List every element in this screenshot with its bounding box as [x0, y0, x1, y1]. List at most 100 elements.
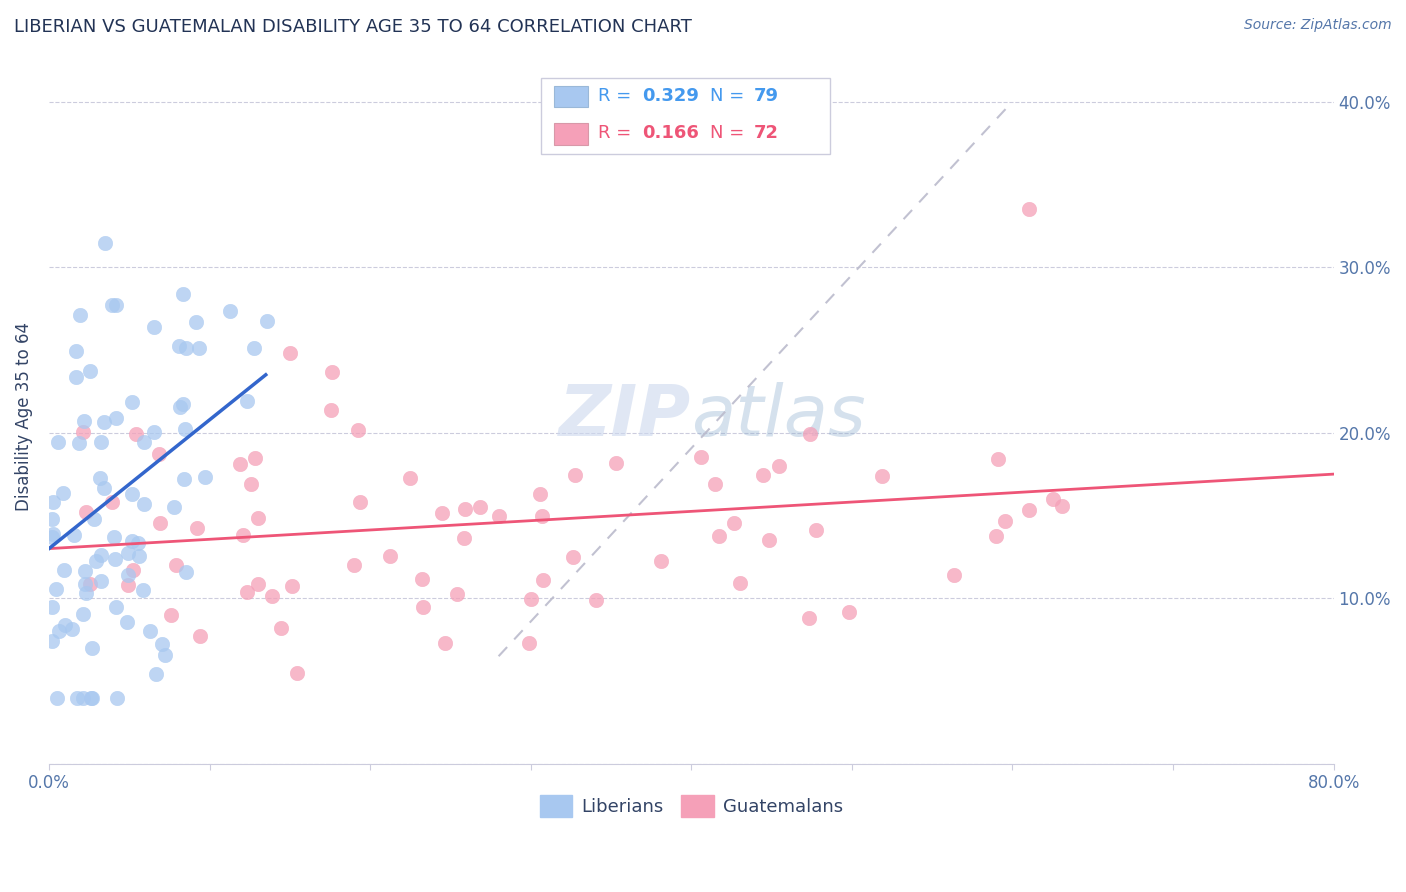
Point: [186, 521, 208, 535]
Point: [758, 533, 780, 548]
Point: [173, 422, 195, 436]
Legend: Liberians, Guatemalans: Liberians, Guatemalans: [533, 788, 851, 824]
Point: [79, 364, 101, 378]
Point: [799, 426, 821, 441]
Point: [531, 573, 554, 587]
Point: [69, 308, 91, 322]
Point: [160, 608, 183, 623]
Point: [433, 636, 456, 650]
Point: [256, 314, 278, 328]
Point: [232, 527, 254, 541]
Text: R =: R =: [598, 87, 637, 105]
Point: [349, 495, 371, 509]
Point: [117, 578, 139, 592]
Point: [987, 451, 1010, 466]
Point: [80, 690, 103, 705]
Point: [585, 593, 607, 607]
Point: [145, 667, 167, 681]
Point: [46, 690, 69, 705]
Point: [243, 341, 266, 355]
Point: [65, 344, 87, 359]
Point: [75, 585, 97, 599]
Point: [1018, 202, 1040, 217]
Point: [90, 548, 112, 562]
Point: [707, 529, 730, 543]
Point: [83, 512, 105, 526]
Point: [278, 346, 301, 360]
Point: [752, 467, 775, 482]
Point: [262, 589, 284, 603]
Point: [117, 546, 139, 560]
Point: [943, 568, 966, 582]
Point: [562, 549, 585, 564]
Point: [219, 304, 242, 318]
Point: [107, 690, 129, 705]
Point: [73, 414, 96, 428]
Point: [529, 486, 551, 500]
Point: [80, 690, 103, 705]
Point: [132, 582, 155, 597]
Point: [42, 495, 65, 509]
Point: [155, 648, 177, 662]
Point: [53, 618, 76, 632]
Point: [986, 529, 1008, 543]
Text: Source: ZipAtlas.com: Source: ZipAtlas.com: [1244, 18, 1392, 32]
Point: [870, 469, 893, 483]
Text: 79: 79: [754, 87, 779, 105]
Point: [90, 574, 112, 588]
Point: [101, 494, 124, 508]
Point: [173, 472, 195, 486]
Text: 0.166: 0.166: [643, 124, 699, 142]
Point: [121, 394, 143, 409]
Point: [187, 341, 209, 355]
Point: [605, 456, 627, 470]
Point: [488, 509, 510, 524]
Point: [453, 531, 475, 545]
Point: [239, 476, 262, 491]
Text: 0.329: 0.329: [643, 87, 699, 105]
Point: [103, 552, 125, 566]
Point: [89, 470, 111, 484]
Point: [48, 624, 70, 638]
Point: [104, 298, 127, 312]
Point: [172, 287, 194, 301]
Point: [90, 434, 112, 449]
Point: [72, 607, 94, 621]
Point: [380, 549, 402, 563]
Point: [127, 536, 149, 550]
Point: [41, 511, 63, 525]
Point: [838, 605, 860, 619]
Point: [246, 510, 269, 524]
Point: [235, 394, 257, 409]
Point: [188, 629, 211, 643]
Point: [128, 549, 150, 563]
Point: [398, 471, 420, 485]
Point: [104, 599, 127, 614]
Text: R =: R =: [598, 124, 637, 142]
Point: [122, 564, 145, 578]
Point: [176, 566, 198, 580]
Point: [115, 615, 138, 630]
Point: [93, 416, 115, 430]
Point: [520, 592, 543, 607]
Point: [67, 436, 90, 450]
Point: [319, 403, 342, 417]
Text: atlas: atlas: [692, 382, 866, 450]
Point: [93, 482, 115, 496]
Point: [150, 637, 173, 651]
Point: [75, 564, 97, 578]
Point: [432, 506, 454, 520]
Point: [142, 320, 165, 334]
Point: [1042, 492, 1064, 507]
Point: [343, 558, 366, 572]
Point: [121, 533, 143, 548]
Point: [132, 497, 155, 511]
Point: [52, 486, 75, 500]
Point: [994, 514, 1017, 528]
Point: [704, 477, 727, 491]
Point: [564, 467, 586, 482]
Point: [46, 434, 69, 449]
Point: [247, 577, 270, 591]
Point: [321, 365, 343, 379]
Point: [53, 563, 76, 577]
